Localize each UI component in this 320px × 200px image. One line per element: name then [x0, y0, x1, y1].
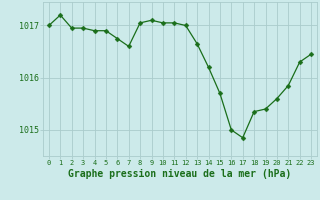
X-axis label: Graphe pression niveau de la mer (hPa): Graphe pression niveau de la mer (hPa) [68, 169, 292, 179]
